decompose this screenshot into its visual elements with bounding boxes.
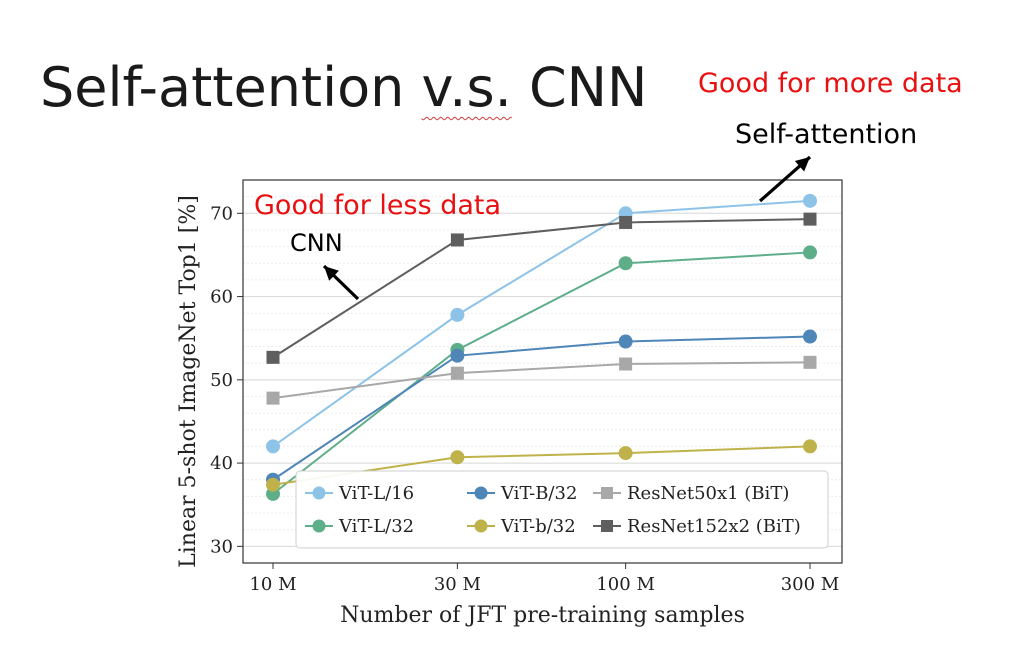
arrow-head	[794, 157, 810, 172]
arrow-head	[324, 266, 339, 281]
legend-swatch-marker	[312, 486, 326, 500]
y-tick-label: 70	[210, 203, 233, 224]
legend: ViT-L/16 ViT-B/32 ResNet50x1 (BiT) ViT-L/32…	[295, 470, 829, 549]
data-point	[450, 450, 465, 465]
data-point	[450, 348, 465, 363]
series-line	[272, 361, 811, 400]
self-attention-note: Self-attention	[735, 119, 918, 150]
legend-label: ResNet50x1 (BiT)	[627, 483, 789, 504]
data-point	[618, 446, 633, 461]
title-prefix: Self-attention	[40, 56, 422, 119]
y-tick-label: 30	[210, 536, 233, 557]
data-point	[266, 477, 280, 492]
legend-swatch-marker	[474, 519, 488, 533]
y-tick-label: 60	[210, 287, 233, 308]
data-point	[803, 355, 817, 369]
legend-box	[295, 470, 829, 549]
series-line	[272, 335, 811, 481]
slide-title: Self-attention v.s. CNN	[40, 56, 647, 119]
series-line	[272, 218, 811, 359]
good-for-less-data-note: Good for less data	[254, 190, 502, 221]
legend-swatch-marker	[312, 519, 326, 533]
data-point	[803, 212, 817, 226]
legend-swatch-marker	[474, 486, 488, 500]
legend-swatch-marker	[601, 520, 613, 532]
self-attention-arrow	[758, 155, 812, 203]
title-suffix: CNN	[511, 56, 648, 119]
data-point	[618, 334, 633, 349]
good-for-more-data-note: Good for more data	[698, 68, 963, 99]
series-line	[272, 199, 811, 448]
y-tick-label: 40	[210, 453, 233, 474]
data-point	[619, 215, 633, 229]
legend-label: ViT-b/32	[500, 516, 576, 537]
cnn-note: CNN	[290, 229, 343, 257]
legend-label: ResNet152x2 (BiT)	[627, 516, 801, 537]
cnn-arrow	[322, 264, 360, 301]
data-point	[266, 439, 280, 454]
x-tick-label: 30 M	[434, 574, 481, 595]
plot-frame	[242, 179, 843, 564]
data-point	[450, 307, 465, 322]
legend-label: ViT-L/16	[338, 483, 414, 504]
y-tick-label: 50	[210, 370, 233, 391]
legend-label: ViT-L/32	[338, 516, 414, 537]
data-point	[450, 233, 464, 247]
x-tick-label: 10 M	[249, 574, 296, 595]
x-tick-label: 100 M	[596, 574, 655, 595]
data-point	[803, 245, 817, 260]
data-point	[266, 391, 280, 405]
data-point	[450, 366, 464, 380]
x-axis-label: Number of JFT pre-training samples	[340, 603, 745, 628]
data-point	[266, 350, 280, 364]
legend-swatch-marker	[601, 487, 613, 499]
data-point	[619, 357, 633, 371]
legend-label: ViT-B/32	[500, 483, 577, 504]
data-point	[803, 329, 817, 344]
data-point	[803, 193, 817, 208]
data-point	[803, 439, 817, 454]
series-line	[272, 251, 811, 495]
y-axis-label: Linear 5-shot ImageNet Top1 [%]	[176, 195, 201, 568]
title-vs: v.s.	[421, 56, 512, 119]
data-point	[618, 256, 633, 271]
x-tick-label: 300 M	[781, 574, 840, 595]
